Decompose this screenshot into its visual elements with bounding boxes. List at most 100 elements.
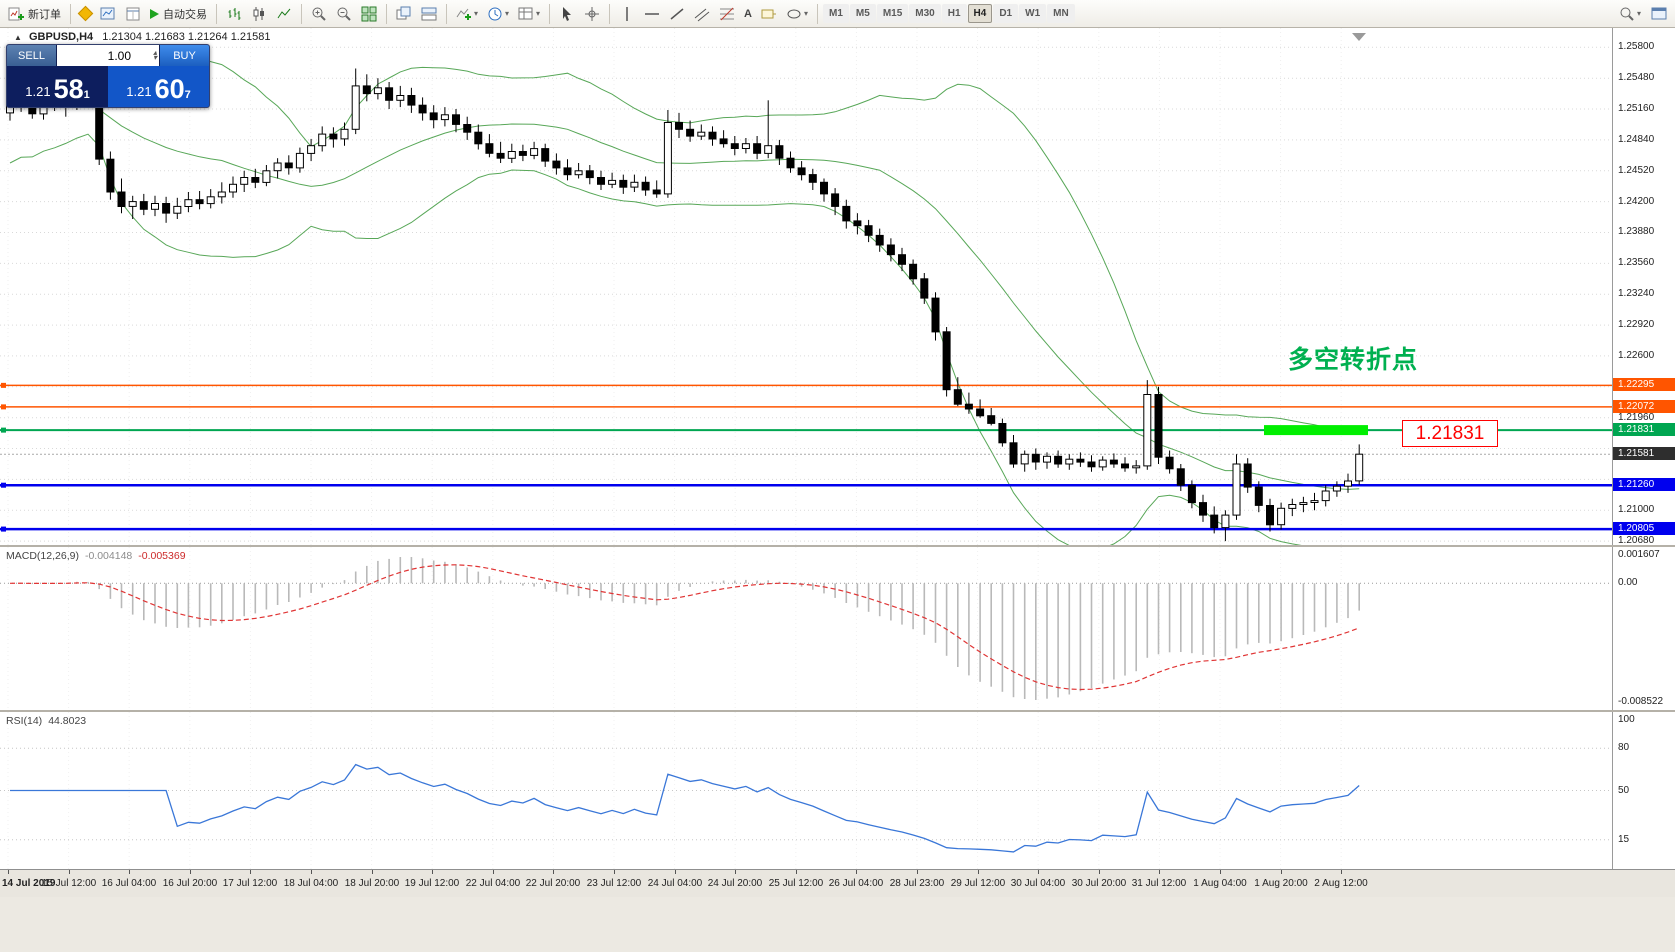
price-tick-label: 1.22600: [1618, 350, 1655, 361]
fibonacci-icon: [720, 7, 735, 20]
search-button[interactable]: ▾: [1615, 2, 1645, 26]
time-axis[interactable]: 14 Jul 2019 15 Jul 12:00 16 Jul 04:00 16 Ju…: [0, 869, 1675, 897]
volume-input[interactable]: [59, 47, 133, 64]
time-tick-mark: [978, 870, 979, 874]
time-tick-label: 25 Jul 12:00: [768, 878, 824, 889]
ohlc-values: 1.21304 1.21683 1.21264 1.21581: [102, 31, 271, 43]
price-tick-label: 1.24520: [1618, 165, 1655, 176]
timeframe-m5-button[interactable]: M5: [849, 4, 876, 23]
horizontal-level-line[interactable]: [0, 526, 1612, 532]
candlestick-chart-button[interactable]: [247, 2, 271, 26]
rsi-panel: RSI(14) 44.8023: [0, 712, 1675, 869]
search-dropdown[interactable]: ▾: [1636, 9, 1641, 18]
rsi-canvas[interactable]: [0, 712, 1612, 869]
rsi-label: RSI(14) 44.8023: [6, 715, 86, 727]
volume-stepper[interactable]: ▴▾: [57, 45, 159, 66]
templates-icon: [518, 7, 533, 19]
shapes-dropdown[interactable]: ▾: [804, 9, 809, 18]
horizontal-level-line[interactable]: [0, 382, 1612, 388]
time-tick-label: 22 Jul 20:00: [525, 878, 581, 889]
volume-down-button[interactable]: ▾: [152, 52, 157, 62]
time-tick-label: 18 Jul 20:00: [344, 878, 400, 889]
time-tick-mark: [190, 870, 191, 874]
time-tick-mark: [493, 870, 494, 874]
macd-scale-top: 0.001607: [1618, 549, 1660, 560]
buy-price-display[interactable]: 1.21 60 7: [108, 66, 209, 107]
time-tick-label: 16 Jul 20:00: [162, 878, 218, 889]
sell-price-display[interactable]: 1.21 58 1: [7, 66, 108, 107]
horizontal-level-line[interactable]: [0, 482, 1612, 488]
text-label-button[interactable]: [757, 2, 781, 26]
autotrading-button[interactable]: 自动交易: [146, 2, 211, 26]
macd-canvas[interactable]: [0, 547, 1612, 710]
time-tick-label: 1 Aug 20:00: [1254, 878, 1308, 889]
panel-splitter[interactable]: [0, 710, 1675, 712]
sell-price-big: 58: [53, 73, 84, 104]
new-order-icon: [8, 7, 24, 20]
window-bottom-strip: [0, 896, 1675, 952]
level-price-badge: 1.22072: [1613, 400, 1675, 413]
panel-splitter[interactable]: [0, 545, 1675, 547]
macd-signal-value: -0.005369: [138, 550, 186, 562]
price-label-box[interactable]: 1.21831: [1402, 420, 1498, 447]
timeframe-m15-button[interactable]: M15: [876, 4, 909, 23]
trendline-button[interactable]: [665, 2, 689, 26]
timeframe-m30-button[interactable]: M30: [909, 4, 941, 23]
equidistant-channel-icon: [694, 8, 710, 21]
mql5-button[interactable]: [76, 2, 95, 26]
timeframe-h4-button[interactable]: H4: [967, 4, 993, 23]
horizontal-level-line[interactable]: [0, 404, 1612, 410]
crosshair-button[interactable]: [580, 2, 604, 26]
time-tick-mark: [250, 870, 251, 874]
tile-windows-button[interactable]: [357, 2, 381, 26]
price-tick-label: 1.23240: [1618, 288, 1655, 299]
level-price-badge: 1.22295: [1613, 378, 1675, 391]
text-button[interactable]: A: [744, 7, 752, 20]
sell-button[interactable]: SELL: [7, 45, 57, 66]
shapes-button[interactable]: ▾: [782, 2, 812, 26]
market-watch-button[interactable]: [96, 2, 120, 26]
periods-dropdown[interactable]: ▾: [505, 9, 510, 18]
timeframe-w1-button[interactable]: W1: [1019, 4, 1047, 23]
timeframe-h1-button[interactable]: H1: [941, 4, 967, 23]
line-chart-button[interactable]: [272, 2, 296, 26]
cascade-windows-button[interactable]: [392, 2, 416, 26]
rsi-value: 44.8023: [48, 715, 87, 727]
level-price-badge: 1.20805: [1613, 522, 1675, 535]
data-window-button[interactable]: [121, 2, 145, 26]
equidistant-channel-button[interactable]: [690, 2, 714, 26]
new-order-button[interactable]: 新订单: [4, 2, 65, 26]
periods-icon: [488, 7, 502, 20]
time-tick-label: 24 Jul 04:00: [647, 878, 703, 889]
templates-button[interactable]: ▾: [514, 2, 544, 26]
buy-button[interactable]: BUY: [159, 45, 209, 66]
timeframe-mn-button[interactable]: MN: [1047, 4, 1075, 23]
vertical-line-button[interactable]: [615, 2, 639, 26]
fibonacci-button[interactable]: [715, 2, 739, 26]
indicators-button[interactable]: ▾: [452, 2, 482, 26]
macd-name: MACD(12,26,9): [6, 550, 79, 562]
horizontal-level-line[interactable]: [0, 427, 1612, 433]
chart-window-button[interactable]: [1647, 2, 1671, 26]
volume-up-button[interactable]: ▴: [152, 48, 157, 58]
main-toolbar: 新订单 自动交易 ▾ ▾: [0, 0, 1675, 28]
annotation-text[interactable]: 多空转折点: [1288, 346, 1419, 374]
chart-shift-marker[interactable]: [1352, 33, 1366, 41]
zoom-in-button[interactable]: [307, 2, 331, 26]
price-scale[interactable]: 1.25800 1.25480 1.25160 1.24840 1.24520 1.242…: [1612, 28, 1675, 546]
time-tick-label: 18 Jul 04:00: [283, 878, 339, 889]
arrange-horizontal-button[interactable]: [417, 2, 441, 26]
timeframe-d1-button[interactable]: D1: [993, 4, 1019, 23]
bar-chart-button[interactable]: [222, 2, 246, 26]
highlight-rectangle[interactable]: [1264, 425, 1368, 436]
shapes-icon: [787, 9, 801, 18]
periods-button[interactable]: ▾: [483, 2, 513, 26]
horizontal-line-button[interactable]: [640, 2, 664, 26]
timeframe-m1-button[interactable]: M1: [823, 4, 849, 23]
indicators-dropdown[interactable]: ▾: [474, 9, 479, 18]
one-click-top-row: SELL ▴▾ BUY: [7, 45, 209, 66]
templates-dropdown[interactable]: ▾: [536, 9, 541, 18]
price-chart-canvas[interactable]: [0, 28, 1612, 545]
zoom-out-button[interactable]: [332, 2, 356, 26]
cursor-button[interactable]: [555, 2, 579, 26]
